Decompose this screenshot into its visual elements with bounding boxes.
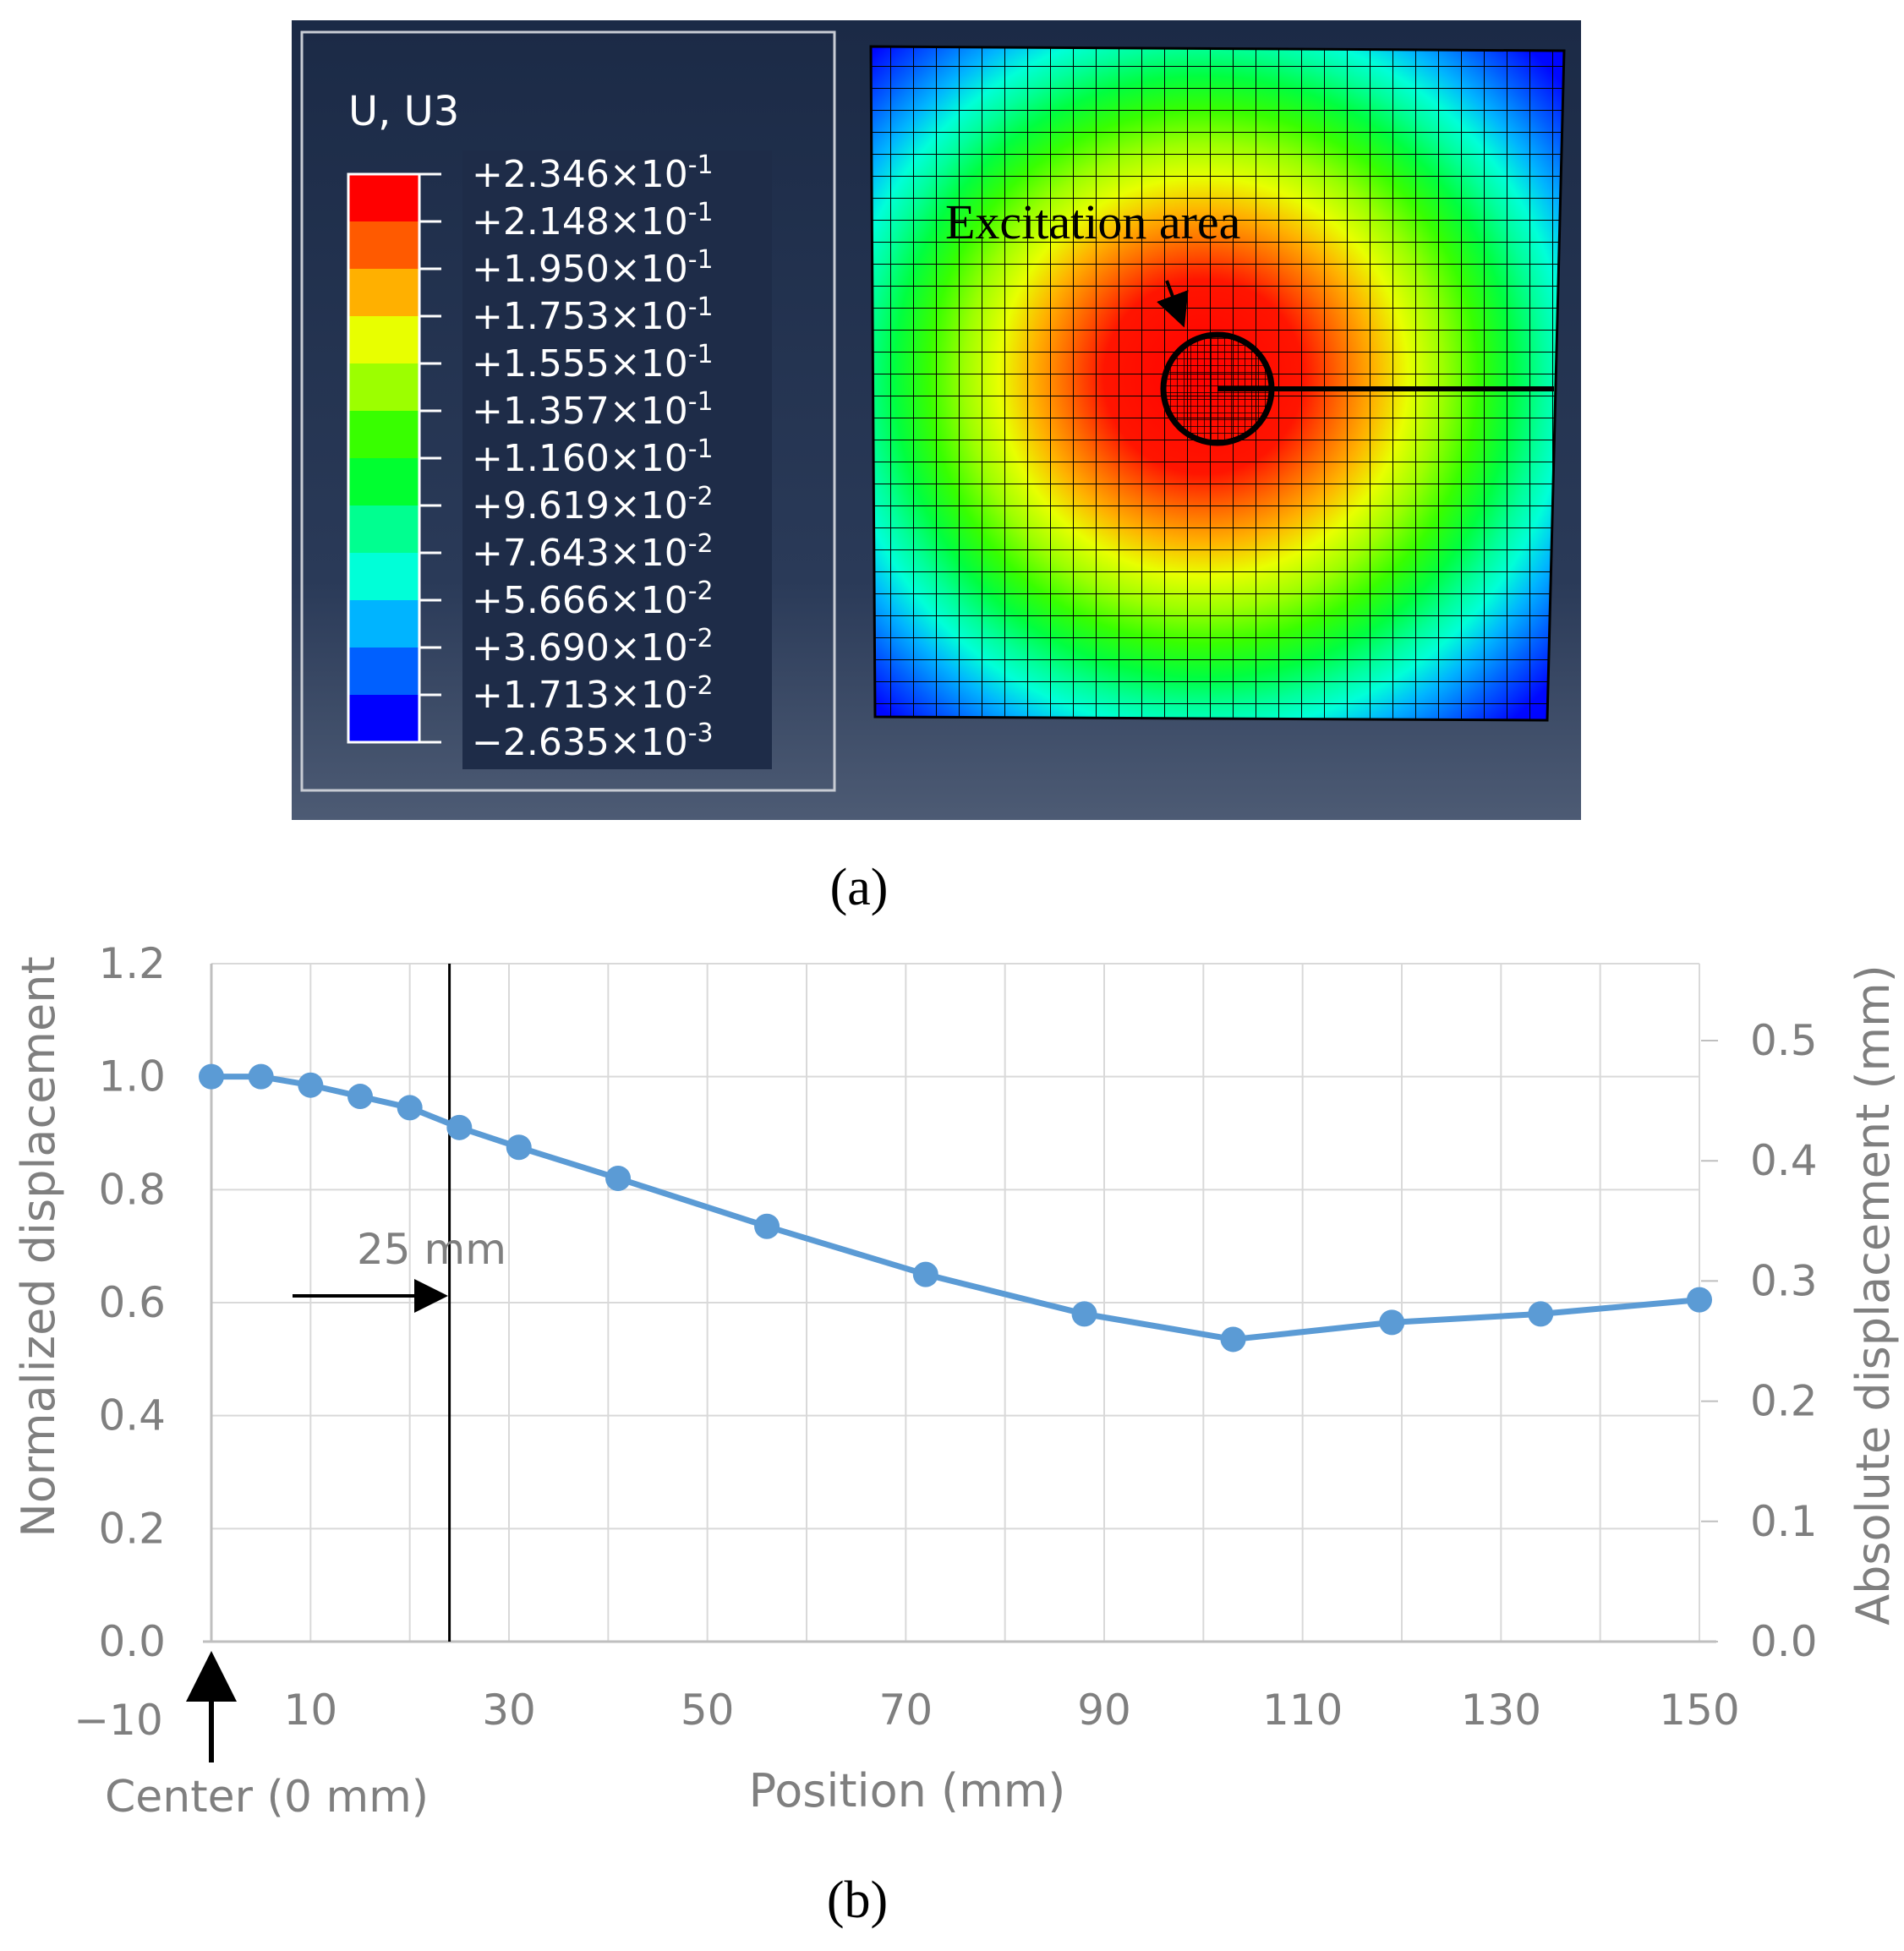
legend-swatch	[348, 648, 419, 695]
x-tick-label: 30	[482, 1686, 536, 1735]
x-tick-label: 10	[284, 1686, 338, 1735]
legend-label-panel	[462, 150, 772, 769]
y-tick-label: 0.4	[98, 1391, 166, 1440]
legend-labels: +2.346×10-1+2.148×10-1+1.950×10-1+1.753×…	[472, 150, 714, 764]
data-point	[1071, 1301, 1097, 1327]
data-point	[754, 1213, 780, 1239]
y2-axis-title: Absolute displacement (mm)	[1847, 965, 1900, 1626]
data-point	[199, 1063, 224, 1090]
legend-label: +1.555×10-1	[472, 340, 714, 385]
data-point	[1220, 1326, 1246, 1353]
x-tick-label: −10	[74, 1696, 163, 1745]
legend-colorbar	[347, 172, 441, 744]
legend-label: +1.950×10-1	[472, 245, 714, 291]
data-point	[248, 1063, 274, 1090]
legend-label: −2.635×10-3	[472, 719, 714, 764]
legend-label: +9.619×10-2	[472, 482, 714, 527]
plate-outline	[869, 45, 1566, 722]
displacement-contour-plate: Excitation area	[869, 45, 1566, 722]
legend-swatch	[348, 316, 419, 363]
center-label: Center (0 mm)	[105, 1772, 429, 1823]
y-tick-label: 0.8	[98, 1165, 166, 1214]
legend-label: +1.753×10-1	[472, 292, 714, 338]
excitation-arrow	[1157, 280, 1189, 328]
legend-label: +1.160×10-1	[472, 434, 714, 480]
legend-swatch	[348, 269, 419, 316]
x-tick-label: 50	[681, 1686, 735, 1735]
legend-label: +1.713×10-2	[472, 671, 714, 717]
y-tick-label: 1.0	[98, 1052, 166, 1101]
data-point	[446, 1114, 473, 1140]
x-tick-label: 90	[1077, 1686, 1131, 1735]
panel-b-chart: 0.0 0.2 0.4 0.6 0.8 1.0 1.2 0.0 0.1 0.2 0.3 0.4 0.5…	[12, 939, 1900, 1929]
x-tick-label: 150	[1659, 1686, 1739, 1735]
legend-label: +2.346×10-1	[472, 150, 714, 196]
y2-tick-label: 0.4	[1750, 1136, 1818, 1185]
legend-swatch	[348, 411, 419, 458]
data-point	[912, 1261, 938, 1287]
legend-swatch	[348, 221, 419, 269]
x-tick-label: 110	[1262, 1686, 1343, 1735]
y-tick-label: 0.2	[98, 1504, 166, 1553]
data-point	[605, 1165, 632, 1191]
x-tick-label: 130	[1461, 1686, 1541, 1735]
caption-b: (b)	[827, 1872, 888, 1929]
y-tick-label: 1.2	[98, 939, 166, 988]
y2-tick-label: 0.1	[1750, 1497, 1818, 1546]
legend-swatch	[348, 553, 419, 600]
x-axis-title: Position (mm)	[749, 1764, 1066, 1817]
legend-title: U, U3	[348, 88, 459, 135]
y2-tick-label: 0.0	[1750, 1617, 1818, 1666]
series-normalized-displacement	[199, 1063, 1712, 1353]
y-gridlines	[211, 963, 1699, 1642]
data-point	[506, 1134, 532, 1161]
data-point	[1379, 1309, 1405, 1336]
y-tick-label: 0.6	[98, 1278, 166, 1327]
caption-a: (a)	[830, 859, 889, 916]
legend-label: +5.666×10-2	[472, 577, 714, 622]
data-point	[347, 1084, 373, 1110]
y-axis-title: Normalized displacement	[12, 956, 65, 1537]
x-tick-label: 70	[879, 1686, 933, 1735]
y2-tick-labels: 0.0 0.1 0.2 0.3 0.4 0.5	[1701, 1016, 1818, 1666]
y-tick-label: 0.0	[98, 1617, 166, 1666]
legend-swatch	[348, 363, 419, 411]
legend-swatch	[348, 506, 419, 553]
legend-swatch	[348, 600, 419, 648]
series-line	[211, 1074, 1700, 1342]
legend-swatch	[348, 695, 419, 742]
legend-swatch	[348, 174, 419, 221]
annotation-25mm: 25 mm	[357, 1225, 506, 1274]
legend-label: +1.357×10-1	[472, 387, 714, 433]
legend-swatch	[348, 458, 419, 506]
y2-tick-label: 0.5	[1750, 1016, 1818, 1065]
data-point	[298, 1072, 324, 1098]
x-tick-labels: −10 10 30 50 70 90 110 130 150	[74, 1686, 1739, 1745]
legend-label: +3.690×10-2	[472, 624, 714, 669]
y2-tick-label: 0.3	[1750, 1256, 1818, 1305]
legend-label: +7.643×10-2	[472, 529, 714, 575]
legend-box	[300, 30, 836, 792]
data-point	[397, 1095, 423, 1121]
panel-a: U, U3 +2.346×10-1+2.148×10-1+1.950×10-1+…	[292, 20, 1581, 916]
legend-label: +2.148×10-1	[472, 198, 714, 243]
excitation-area-label: Excitation area	[945, 194, 1240, 249]
data-point	[1528, 1301, 1554, 1327]
y-tick-labels: 0.0 0.2 0.4 0.6 0.8 1.0 1.2	[98, 939, 166, 1666]
y2-tick-label: 0.2	[1750, 1377, 1818, 1426]
data-point	[1687, 1287, 1712, 1313]
